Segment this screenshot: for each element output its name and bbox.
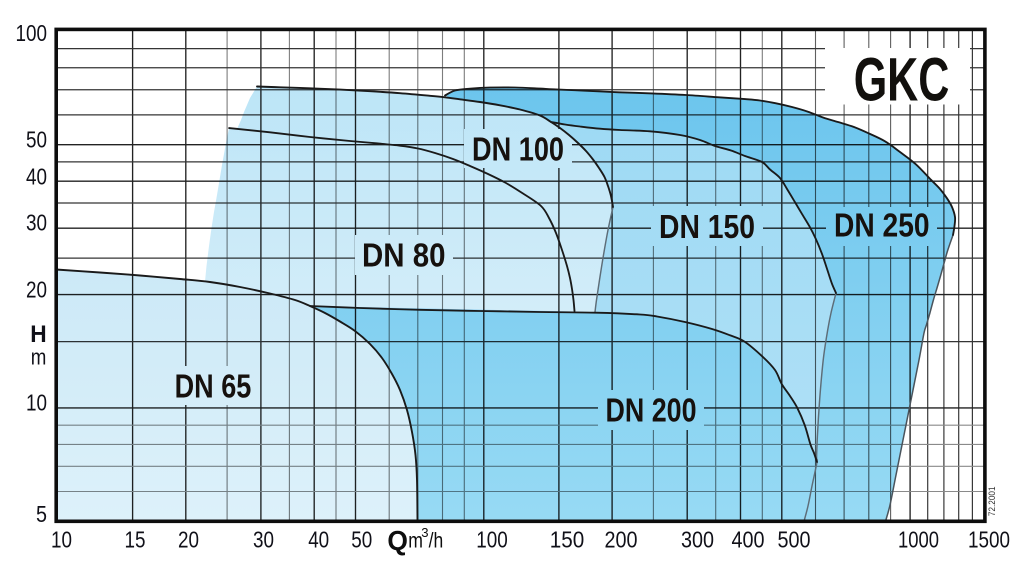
svg-text:1500: 1500 (968, 527, 1010, 553)
svg-text:200: 200 (605, 527, 638, 553)
svg-text:DN 200: DN 200 (606, 392, 697, 429)
svg-text:GKC: GKC (854, 46, 950, 114)
svg-text:Q: Q (387, 525, 408, 556)
svg-text:3: 3 (421, 525, 428, 540)
svg-text:100: 100 (16, 20, 48, 46)
svg-text:10: 10 (51, 527, 72, 553)
svg-text:H: H (30, 321, 46, 348)
svg-text:10: 10 (26, 389, 47, 415)
svg-text:m: m (31, 344, 47, 369)
svg-text:300: 300 (681, 527, 714, 553)
svg-text:50: 50 (26, 126, 47, 152)
svg-text:50: 50 (351, 527, 372, 553)
svg-text:DN 250: DN 250 (834, 207, 930, 244)
svg-text:30: 30 (253, 527, 274, 553)
svg-text:500: 500 (778, 527, 811, 553)
svg-text:20: 20 (26, 276, 47, 302)
svg-text:DN 100: DN 100 (472, 130, 564, 167)
svg-text:20: 20 (178, 527, 199, 553)
svg-text:100: 100 (476, 527, 508, 553)
svg-text:400: 400 (732, 527, 765, 553)
svg-text:30: 30 (26, 209, 47, 235)
svg-text:DN 80: DN 80 (362, 236, 446, 273)
svg-text:5: 5 (36, 501, 47, 527)
svg-text:m: m (408, 529, 423, 553)
svg-text:DN 150: DN 150 (659, 208, 755, 245)
svg-text:/h: /h (429, 529, 444, 553)
svg-text:150: 150 (550, 527, 585, 553)
svg-text:40: 40 (26, 163, 47, 189)
svg-text:DN 65: DN 65 (175, 367, 252, 404)
svg-text:40: 40 (308, 527, 329, 553)
svg-text:1000: 1000 (898, 527, 939, 553)
svg-text:72.2001: 72.2001 (987, 486, 998, 516)
svg-text:15: 15 (125, 527, 146, 553)
